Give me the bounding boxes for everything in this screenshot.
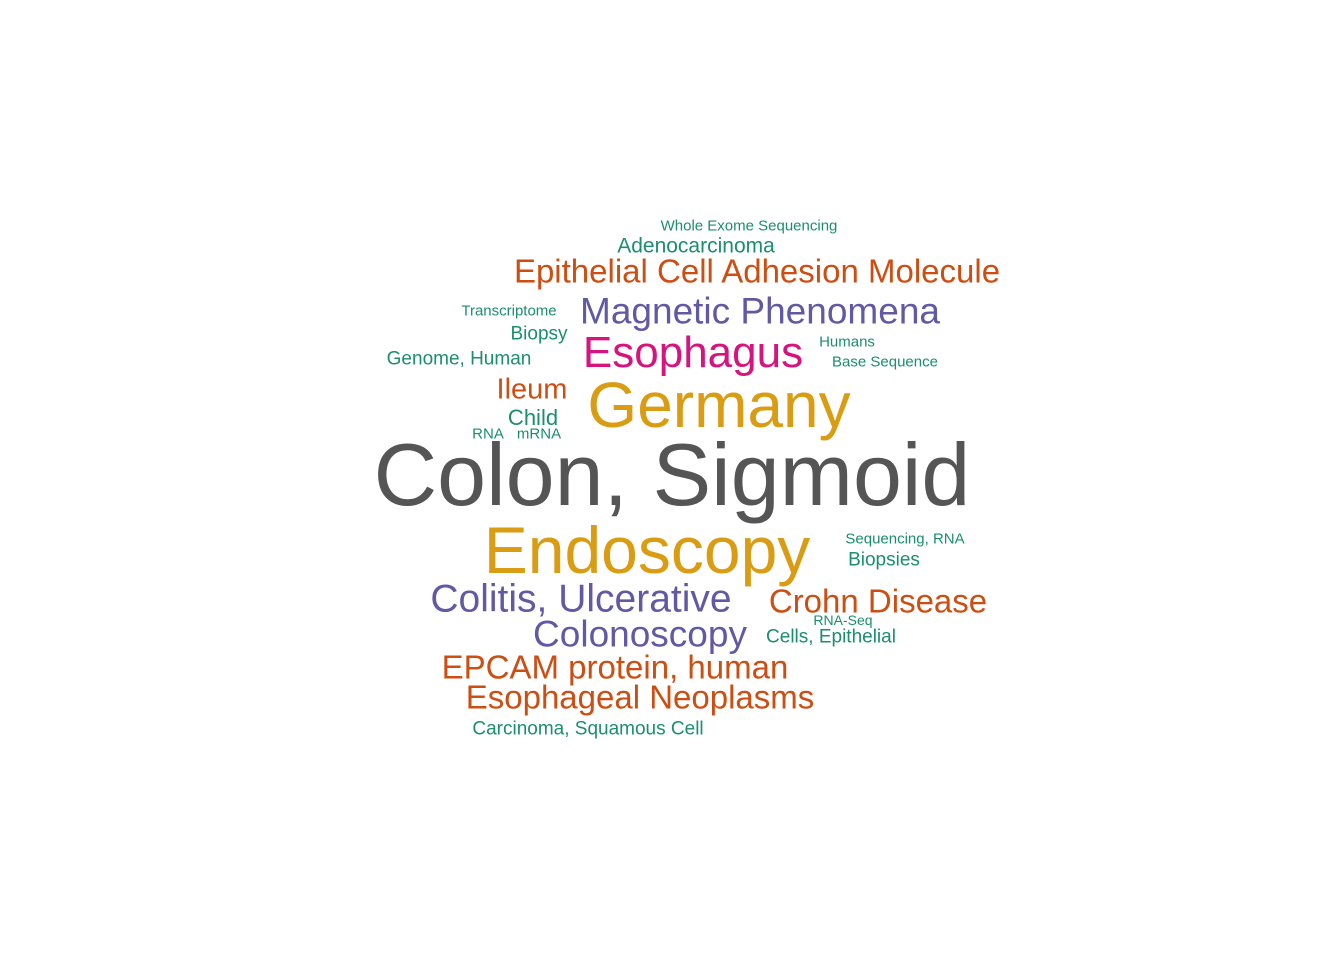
word-base-sequence: Base Sequence [832, 353, 938, 371]
word-biopsy: Biopsy [510, 323, 568, 345]
word-rna: RNA [472, 425, 504, 443]
word-magnetic-phenomena: Magnetic Phenomena [580, 290, 940, 332]
word-epcam-protein-human: EPCAM protein, human [441, 648, 789, 686]
word-transcriptome: Transcriptome [461, 302, 557, 320]
word-humans: Humans [819, 333, 875, 351]
word-endoscopy: Endoscopy [483, 513, 811, 587]
word-ileum: Ileum [496, 373, 568, 406]
word-germany: Germany [587, 369, 851, 441]
word-colonoscopy: Colonoscopy [533, 613, 747, 655]
word-esophageal-neoplasms: Esophageal Neoplasms [465, 678, 815, 716]
word-carcinoma-squamous-cell: Carcinoma, Squamous Cell [472, 718, 704, 740]
word-cells-epithelial: Cells, Epithelial [766, 626, 896, 648]
word-genome-human: Genome, Human [386, 348, 532, 370]
word-whole-exome-sequencing: Whole Exome Sequencing [660, 217, 838, 235]
word-biopsies: Biopsies [848, 549, 920, 571]
word-colon-sigmoid: Colon, Sigmoid [373, 425, 971, 524]
word-esophagus: Esophagus [582, 328, 804, 377]
word-child: Child [507, 405, 559, 430]
word-rna-seq: RNA-Seq [813, 612, 873, 628]
word-sequencing-rna: Sequencing, RNA [845, 530, 965, 548]
word-epithelial-cell-adhesion-molecule: Epithelial Cell Adhesion Molecule [513, 252, 1001, 290]
word-mrna: mRNA [516, 425, 562, 443]
word-adenocarcinoma: Adenocarcinoma [617, 234, 775, 258]
word-colitis-ulcerative: Colitis, Ulcerative [430, 577, 732, 621]
word-crohn-disease: Crohn Disease [768, 582, 988, 620]
